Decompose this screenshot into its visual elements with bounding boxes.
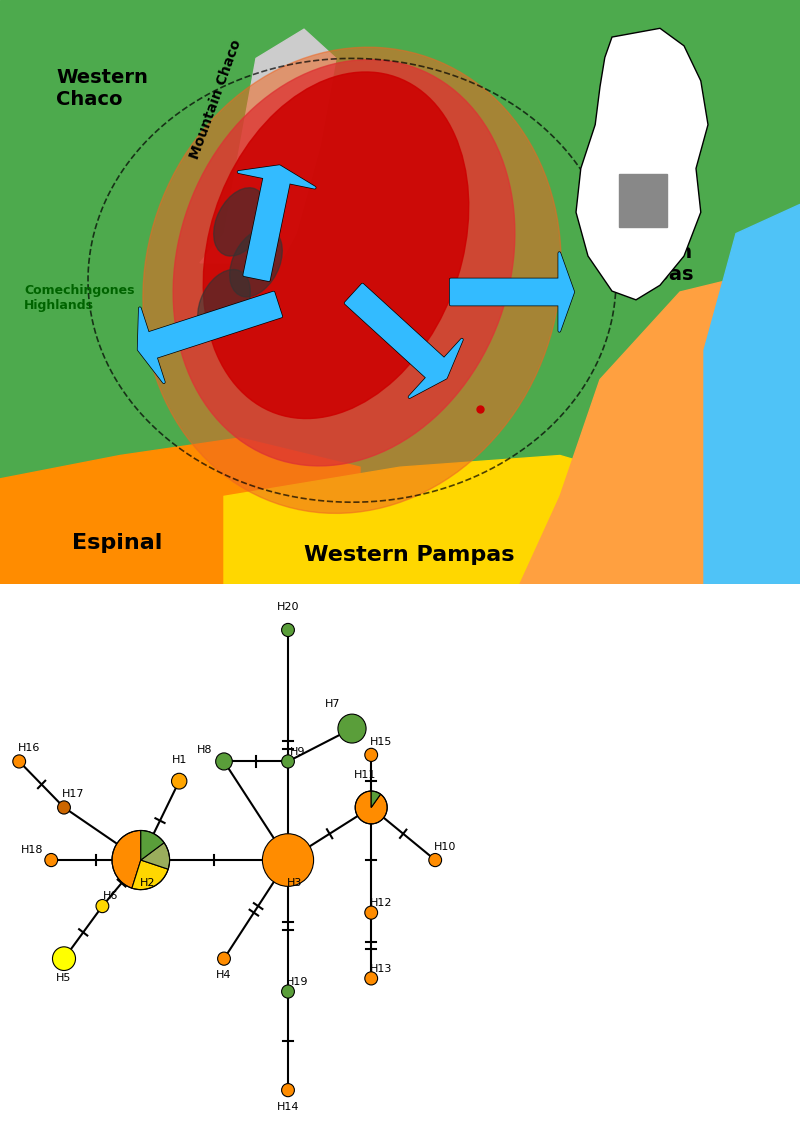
Polygon shape: [520, 263, 800, 584]
Circle shape: [262, 833, 314, 886]
Text: H4: H4: [216, 970, 232, 980]
Circle shape: [96, 900, 109, 913]
Text: H18: H18: [21, 846, 43, 856]
Circle shape: [171, 774, 187, 789]
Polygon shape: [576, 28, 708, 300]
Text: H10: H10: [434, 842, 456, 852]
Wedge shape: [371, 791, 381, 807]
Circle shape: [53, 947, 75, 970]
Text: H2: H2: [139, 878, 155, 888]
Text: Western
Chaco: Western Chaco: [56, 69, 148, 109]
Text: H12: H12: [370, 897, 392, 907]
Polygon shape: [0, 0, 800, 584]
Bar: [619, 174, 667, 227]
Polygon shape: [200, 29, 336, 263]
Text: H17: H17: [62, 789, 85, 800]
Circle shape: [218, 952, 230, 966]
Polygon shape: [224, 456, 640, 584]
Circle shape: [365, 971, 378, 985]
Text: H8: H8: [197, 745, 213, 755]
Ellipse shape: [214, 188, 266, 256]
Ellipse shape: [198, 270, 250, 338]
Wedge shape: [141, 831, 164, 860]
Text: H14: H14: [277, 1102, 299, 1112]
Text: Eastern
Pampas: Eastern Pampas: [608, 244, 694, 284]
Wedge shape: [355, 791, 387, 824]
Circle shape: [13, 755, 26, 768]
Text: H1: H1: [171, 755, 187, 765]
Circle shape: [365, 906, 378, 920]
Ellipse shape: [230, 229, 282, 296]
Ellipse shape: [173, 60, 515, 466]
Text: H3: H3: [286, 878, 302, 888]
Text: Espinal: Espinal: [72, 533, 162, 553]
Text: H6: H6: [102, 892, 118, 902]
Circle shape: [282, 623, 294, 637]
Text: H16: H16: [18, 743, 40, 754]
Circle shape: [216, 752, 232, 770]
Wedge shape: [112, 831, 141, 888]
Circle shape: [429, 853, 442, 867]
Text: H9: H9: [290, 747, 306, 757]
Circle shape: [282, 985, 294, 998]
Circle shape: [45, 853, 58, 867]
Circle shape: [365, 748, 378, 761]
Circle shape: [282, 1084, 294, 1097]
Text: Western Pampas: Western Pampas: [304, 545, 514, 565]
Text: H15: H15: [370, 737, 392, 747]
Circle shape: [282, 755, 294, 768]
Text: H13: H13: [370, 964, 392, 974]
Text: Comechingones
Highlands: Comechingones Highlands: [24, 284, 134, 312]
Polygon shape: [0, 438, 360, 584]
Text: H7: H7: [325, 700, 341, 710]
Text: H20: H20: [277, 602, 299, 612]
Wedge shape: [141, 842, 170, 869]
Ellipse shape: [203, 72, 469, 419]
Text: H5: H5: [56, 974, 72, 984]
Polygon shape: [704, 204, 800, 584]
Text: H11: H11: [354, 769, 376, 779]
Text: Mountain Chaco: Mountain Chaco: [188, 37, 244, 161]
Circle shape: [338, 714, 366, 743]
Ellipse shape: [143, 47, 561, 513]
Circle shape: [58, 801, 70, 814]
Wedge shape: [132, 860, 168, 889]
Text: H19: H19: [286, 977, 309, 987]
